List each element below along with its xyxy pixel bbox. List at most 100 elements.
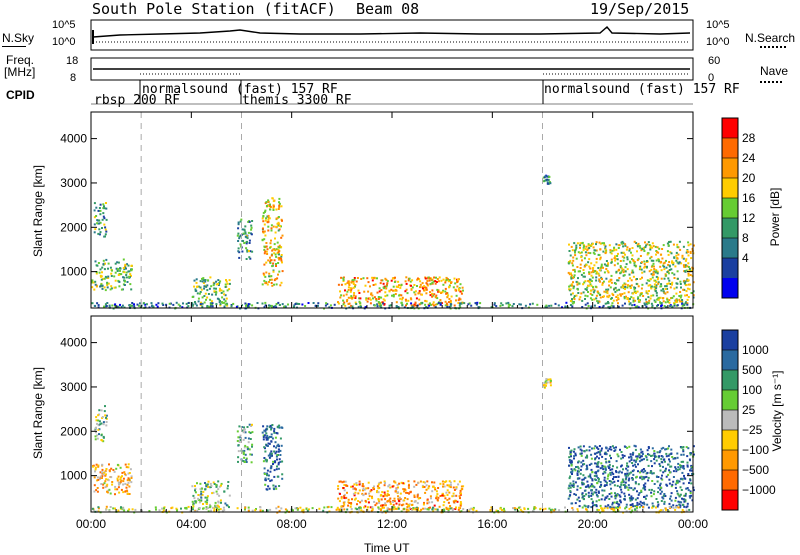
data-cell: [277, 224, 280, 227]
data-cell: [421, 286, 424, 289]
data-cell: [103, 205, 105, 208]
data-cell: [443, 501, 446, 504]
data-cell: [593, 504, 596, 507]
data-cell: [685, 258, 688, 261]
y-tick-label: 4000: [60, 132, 87, 146]
data-cell: [96, 490, 99, 493]
data-cell: [102, 277, 105, 280]
data-cell: [591, 298, 594, 301]
data-cell: [142, 302, 145, 305]
data-cell: [263, 248, 266, 251]
data-cell: [671, 296, 674, 299]
data-cell: [191, 296, 194, 298]
data-cell: [546, 178, 549, 181]
data-cell: [436, 303, 439, 306]
data-cell: [652, 472, 655, 475]
data-cell: [470, 304, 473, 307]
data-cell: [639, 255, 642, 257]
data-cell: [616, 294, 619, 297]
data-cell: [689, 453, 692, 456]
data-cell: [419, 286, 421, 289]
data-cell: [171, 506, 174, 509]
data-cell: [659, 465, 662, 467]
data-cell: [105, 416, 107, 419]
data-cell: [457, 302, 460, 304]
data-cell: [692, 489, 695, 492]
data-cell: [237, 223, 240, 226]
data-cell: [579, 252, 582, 255]
data-cell: [658, 451, 661, 454]
data-cell: [396, 483, 399, 486]
data-cell: [661, 478, 664, 481]
data-cell: [346, 491, 348, 494]
data-cell: [101, 284, 104, 287]
data-cell: [545, 382, 548, 385]
data-cell: [411, 503, 414, 506]
data-cell: [571, 262, 574, 265]
data-cell: [280, 507, 283, 510]
data-cell: [637, 242, 640, 245]
data-cell: [219, 499, 222, 502]
data-cell: [441, 492, 444, 495]
data-cell: [591, 479, 594, 482]
data-cell: [357, 492, 360, 495]
data-cell: [684, 265, 687, 268]
data-cell: [419, 497, 422, 499]
data-cell: [576, 266, 579, 268]
data-cell: [122, 267, 125, 269]
data-cell: [572, 480, 575, 483]
data-cell: [102, 212, 105, 215]
data-cell: [109, 492, 112, 495]
data-cell: [433, 276, 436, 279]
data-cell: [118, 491, 121, 494]
data-cell: [400, 283, 403, 286]
data-cell: [592, 251, 595, 254]
data-cell: [686, 251, 689, 254]
data-cell: [678, 468, 681, 471]
data-cell: [237, 450, 240, 453]
data-cell: [619, 448, 621, 451]
data-cell: [264, 219, 267, 222]
data-cell: [122, 480, 125, 483]
data-cell: [191, 302, 194, 305]
data-cell: [635, 455, 638, 458]
data-cell: [583, 275, 586, 278]
data-cell: [609, 505, 612, 508]
data-cell: [678, 295, 681, 297]
data-cell: [382, 286, 385, 289]
data-cell: [165, 303, 168, 306]
data-cell: [376, 490, 379, 492]
data-cell: [612, 305, 615, 308]
data-cell: [596, 446, 599, 449]
data-cell: [275, 208, 278, 211]
data-cell: [459, 504, 462, 507]
data-cell: [642, 295, 645, 297]
data-cell: [682, 503, 684, 506]
data-cell: [204, 488, 207, 491]
data-cell: [576, 465, 579, 468]
data-cell: [122, 258, 125, 261]
data-cell: [495, 305, 498, 308]
data-cell: [95, 206, 98, 209]
data-cell: [641, 453, 644, 455]
data-cell: [408, 492, 410, 495]
data-cell: [626, 246, 629, 249]
data-cell: [263, 473, 266, 475]
data-cell: [105, 305, 108, 307]
data-cell: [524, 304, 527, 307]
data-cell: [366, 506, 369, 509]
data-cell: [271, 265, 274, 268]
data-cell: [459, 283, 462, 286]
data-cell: [278, 206, 281, 209]
data-cell: [688, 288, 691, 291]
data-cell: [607, 296, 610, 299]
data-cell: [269, 256, 271, 259]
data-cell: [243, 449, 246, 452]
data-cell: [679, 493, 682, 496]
data-cell: [447, 294, 450, 297]
data-cell: [668, 265, 671, 268]
data-cell: [374, 283, 377, 286]
data-cell: [655, 506, 657, 509]
data-cell: [671, 283, 673, 286]
data-cell: [637, 297, 640, 300]
